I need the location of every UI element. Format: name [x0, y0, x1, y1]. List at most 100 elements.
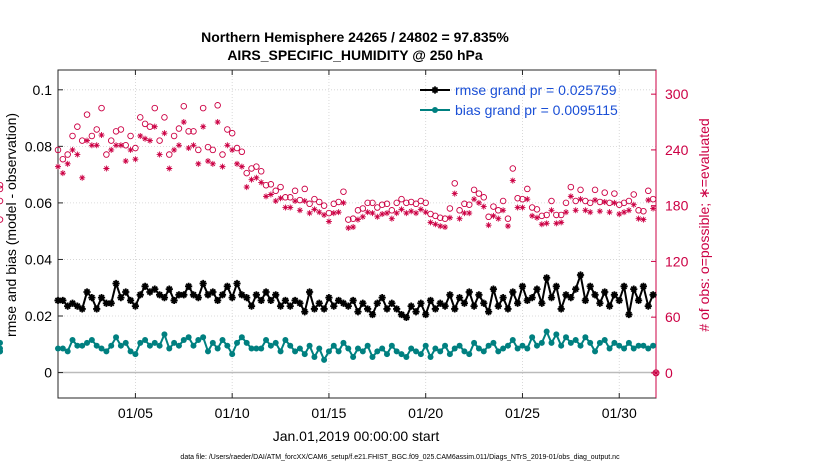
y-axis-right-label: # of obs: o=possible; ∗=evaluated: [696, 118, 712, 331]
rmse-point: [209, 288, 217, 296]
obs-evaluated-point: [577, 196, 584, 203]
obs-possible-point: [490, 203, 497, 210]
rmse-point: [368, 310, 377, 319]
bias-point: [263, 337, 270, 344]
obs-evaluated-point: [567, 193, 574, 200]
obs-evaluated-point: [359, 213, 366, 220]
obs-possible-point: [340, 188, 347, 195]
rmse-point: [291, 296, 299, 305]
bias-point: [650, 342, 657, 349]
obs-possible-point: [204, 143, 212, 151]
obs-possible-point: [388, 207, 396, 214]
obs-possible-point: [311, 195, 318, 203]
obs-evaluated-point: [258, 179, 265, 186]
bias-point: [393, 348, 400, 355]
bias-point: [553, 331, 560, 338]
y-left-tick-label: 0.08: [25, 138, 52, 154]
bias-point: [185, 334, 192, 341]
rmse-point: [470, 302, 478, 310]
obs-possible-point: [228, 129, 236, 137]
obs-possible-point: [383, 200, 391, 208]
rmse-point: [185, 282, 193, 290]
obs-evaluated-point: [538, 221, 545, 228]
obs-evaluated-point: [146, 137, 153, 144]
obs-possible-point: [524, 185, 531, 193]
bias-point: [325, 348, 332, 355]
obs-possible-point: [286, 194, 294, 201]
bias-point: [350, 354, 357, 360]
bias-point: [0, 345, 3, 352]
obs-evaluated-point: [514, 204, 521, 211]
obs-possible-point: [170, 132, 178, 140]
rmse-point: [247, 302, 256, 310]
rmse-point: [393, 305, 401, 313]
bias-point: [171, 339, 178, 346]
bias-point: [640, 342, 647, 349]
obs-evaluated-point: [408, 208, 415, 215]
obs-evaluated-point: [480, 203, 487, 210]
obs-evaluated-point: [306, 210, 313, 217]
rmse-point: [102, 299, 110, 307]
obs-possible-point: [514, 194, 521, 202]
obs-evaluated-point: [495, 215, 502, 222]
rmse-point: [572, 285, 580, 293]
obs-evaluated-point: [345, 224, 352, 231]
rmse-point: [272, 291, 280, 299]
obs-evaluated-point: [180, 119, 187, 126]
y-left-tick-label: 0: [44, 365, 52, 381]
rmse-point: [252, 291, 260, 299]
obs-possible-point: [451, 180, 458, 187]
obs-evaluated-point: [442, 224, 449, 231]
rmse-point: [243, 294, 251, 302]
rmse-point: [325, 294, 333, 302]
rmse-point: [451, 305, 459, 313]
obs-evaluated-point: [190, 142, 197, 149]
obs-possible-point: [499, 197, 507, 205]
bias-point: [388, 342, 395, 349]
obs-evaluated-point: [301, 198, 308, 205]
bias-point: [88, 337, 95, 344]
bias-point: [64, 348, 71, 355]
bias-point: [524, 345, 531, 352]
legend-rmse-label: rmse grand pr = 0.025759: [455, 82, 617, 98]
rmse-point: [514, 299, 522, 307]
rmse-point: [601, 288, 609, 296]
bias-point: [258, 345, 265, 352]
rmse-point: [494, 302, 502, 310]
bias-point: [456, 342, 463, 349]
obs-evaluated-point: [572, 207, 579, 214]
obs-evaluated-point: [325, 218, 332, 225]
y-right-tick-label: 120: [665, 253, 689, 269]
bias-point: [630, 345, 637, 352]
obs-evaluated-point: [393, 210, 400, 217]
rmse-point: [199, 279, 207, 288]
obs-possible-point: [175, 125, 183, 132]
bias-point: [292, 348, 299, 355]
rmse-point: [68, 299, 77, 307]
bias-point: [234, 339, 241, 346]
obs-possible-point: [83, 111, 91, 118]
bias-point: [253, 345, 260, 352]
bias-point: [175, 342, 182, 349]
data-file-footer: data file: /Users/raeder/DAI/ATM_forcXX/…: [180, 454, 620, 461]
rmse-point: [504, 305, 512, 313]
obs-evaluated-point: [204, 158, 211, 165]
obs-possible-point: [364, 199, 371, 207]
obs-evaluated-point: [93, 142, 100, 149]
obs-possible-point: [291, 187, 299, 195]
obs-evaluated-point: [166, 165, 173, 172]
obs-evaluated-point: [500, 207, 507, 214]
obs-possible-point: [180, 102, 188, 110]
bias-point: [330, 342, 337, 349]
bias-point: [606, 345, 613, 352]
bias-point: [132, 351, 139, 358]
legend: rmse grand pr = 0.025759 bias grand pr = …: [420, 82, 618, 118]
rmse-point: [301, 308, 309, 316]
obs-possible-point: [553, 211, 560, 219]
obs-evaluated-point: [630, 201, 637, 208]
obs-evaluated-point: [161, 130, 168, 137]
obs-evaluated-point: [69, 146, 76, 153]
x-tick-label: 01/30: [602, 405, 637, 421]
obs-evaluated-point: [635, 215, 642, 222]
y-right-tick-label: 60: [665, 309, 681, 325]
